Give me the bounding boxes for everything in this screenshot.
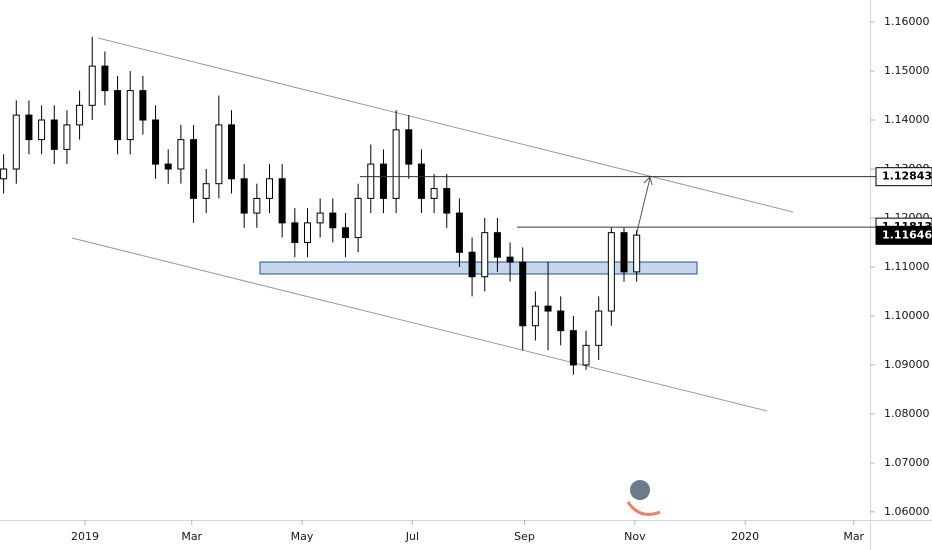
candle-body bbox=[0, 168, 8, 180]
candle-body bbox=[341, 227, 349, 239]
y-tick-label: 1.09000 bbox=[884, 358, 930, 371]
x-tick-label: Mar bbox=[181, 530, 202, 543]
candle-body bbox=[607, 232, 615, 312]
candle-body bbox=[228, 124, 236, 180]
x-tick-label: Sep bbox=[514, 530, 535, 543]
y-tick-label: 1.16000 bbox=[884, 15, 930, 28]
candle-body bbox=[455, 212, 463, 253]
candle-body bbox=[291, 222, 299, 243]
candle-body bbox=[519, 261, 527, 327]
candle-body bbox=[354, 197, 362, 239]
candle-body bbox=[278, 178, 286, 224]
candle-body bbox=[531, 305, 539, 327]
candle-body bbox=[329, 212, 337, 229]
candle-body bbox=[392, 129, 400, 199]
candle-body bbox=[152, 119, 160, 165]
candle-body bbox=[63, 124, 71, 150]
candle-body bbox=[367, 163, 375, 199]
candle-body bbox=[50, 119, 58, 150]
candle-body bbox=[316, 212, 324, 224]
channel-upper bbox=[97, 37, 794, 213]
logo bbox=[626, 480, 661, 516]
candle-body bbox=[468, 251, 476, 278]
candle-body bbox=[430, 188, 438, 199]
support-zone bbox=[259, 261, 698, 275]
x-tick-label: May bbox=[291, 530, 314, 543]
candle-body bbox=[417, 163, 425, 199]
logo-globe bbox=[630, 480, 650, 500]
candle-body bbox=[633, 234, 641, 273]
candle-body bbox=[114, 90, 122, 141]
candle-body bbox=[25, 114, 33, 141]
y-tick-label: 1.14000 bbox=[884, 113, 930, 126]
candle-body bbox=[202, 183, 210, 199]
x-tick-label: Nov bbox=[624, 530, 646, 543]
candle-body bbox=[177, 139, 185, 170]
y-tick-label: 1.06000 bbox=[884, 505, 930, 518]
candle-body bbox=[164, 163, 172, 170]
candle-body bbox=[557, 310, 565, 332]
x-tick-label: 2020 bbox=[731, 530, 759, 543]
candle-body bbox=[620, 232, 628, 273]
candle-body bbox=[101, 65, 109, 92]
y-tick-label: 1.07000 bbox=[884, 456, 930, 469]
candle-body bbox=[139, 90, 147, 121]
candle-body bbox=[240, 178, 248, 214]
candle-body bbox=[12, 114, 20, 170]
candle-body bbox=[506, 256, 514, 263]
candle-body bbox=[303, 222, 311, 243]
candle-body bbox=[76, 104, 84, 126]
candle-body bbox=[215, 124, 223, 185]
price-label: 1.11646 bbox=[882, 228, 932, 241]
x-tick-label: Mar bbox=[843, 530, 864, 543]
candle-body bbox=[569, 330, 577, 366]
candle-body bbox=[266, 178, 274, 199]
candle-body bbox=[88, 65, 96, 106]
candle-body bbox=[481, 232, 489, 278]
y-tick-label: 1.15000 bbox=[884, 64, 930, 77]
price-label: 1.12843 bbox=[882, 170, 932, 183]
y-tick-label: 1.11000 bbox=[884, 260, 930, 273]
channel-lower bbox=[71, 237, 768, 412]
price-label-box bbox=[875, 167, 932, 187]
plot bbox=[71, 37, 794, 412]
candle-body bbox=[544, 305, 552, 312]
candle-body bbox=[493, 232, 501, 258]
price-label-box bbox=[875, 225, 932, 245]
candle-body bbox=[379, 163, 387, 199]
logo-swoosh bbox=[626, 501, 661, 516]
candle-body bbox=[126, 90, 134, 141]
x-tick-label: Jul bbox=[405, 530, 419, 543]
candle-body bbox=[405, 129, 413, 165]
x-tick-label: 2019 bbox=[71, 530, 99, 543]
candle-body bbox=[595, 310, 603, 346]
candle-body bbox=[190, 139, 198, 199]
candle-body bbox=[253, 197, 261, 214]
candle-body bbox=[443, 188, 451, 214]
y-tick-label: 1.10000 bbox=[884, 309, 930, 322]
candle-body bbox=[38, 119, 46, 141]
y-tick-label: 1.08000 bbox=[884, 407, 930, 420]
candle-body bbox=[582, 344, 590, 366]
